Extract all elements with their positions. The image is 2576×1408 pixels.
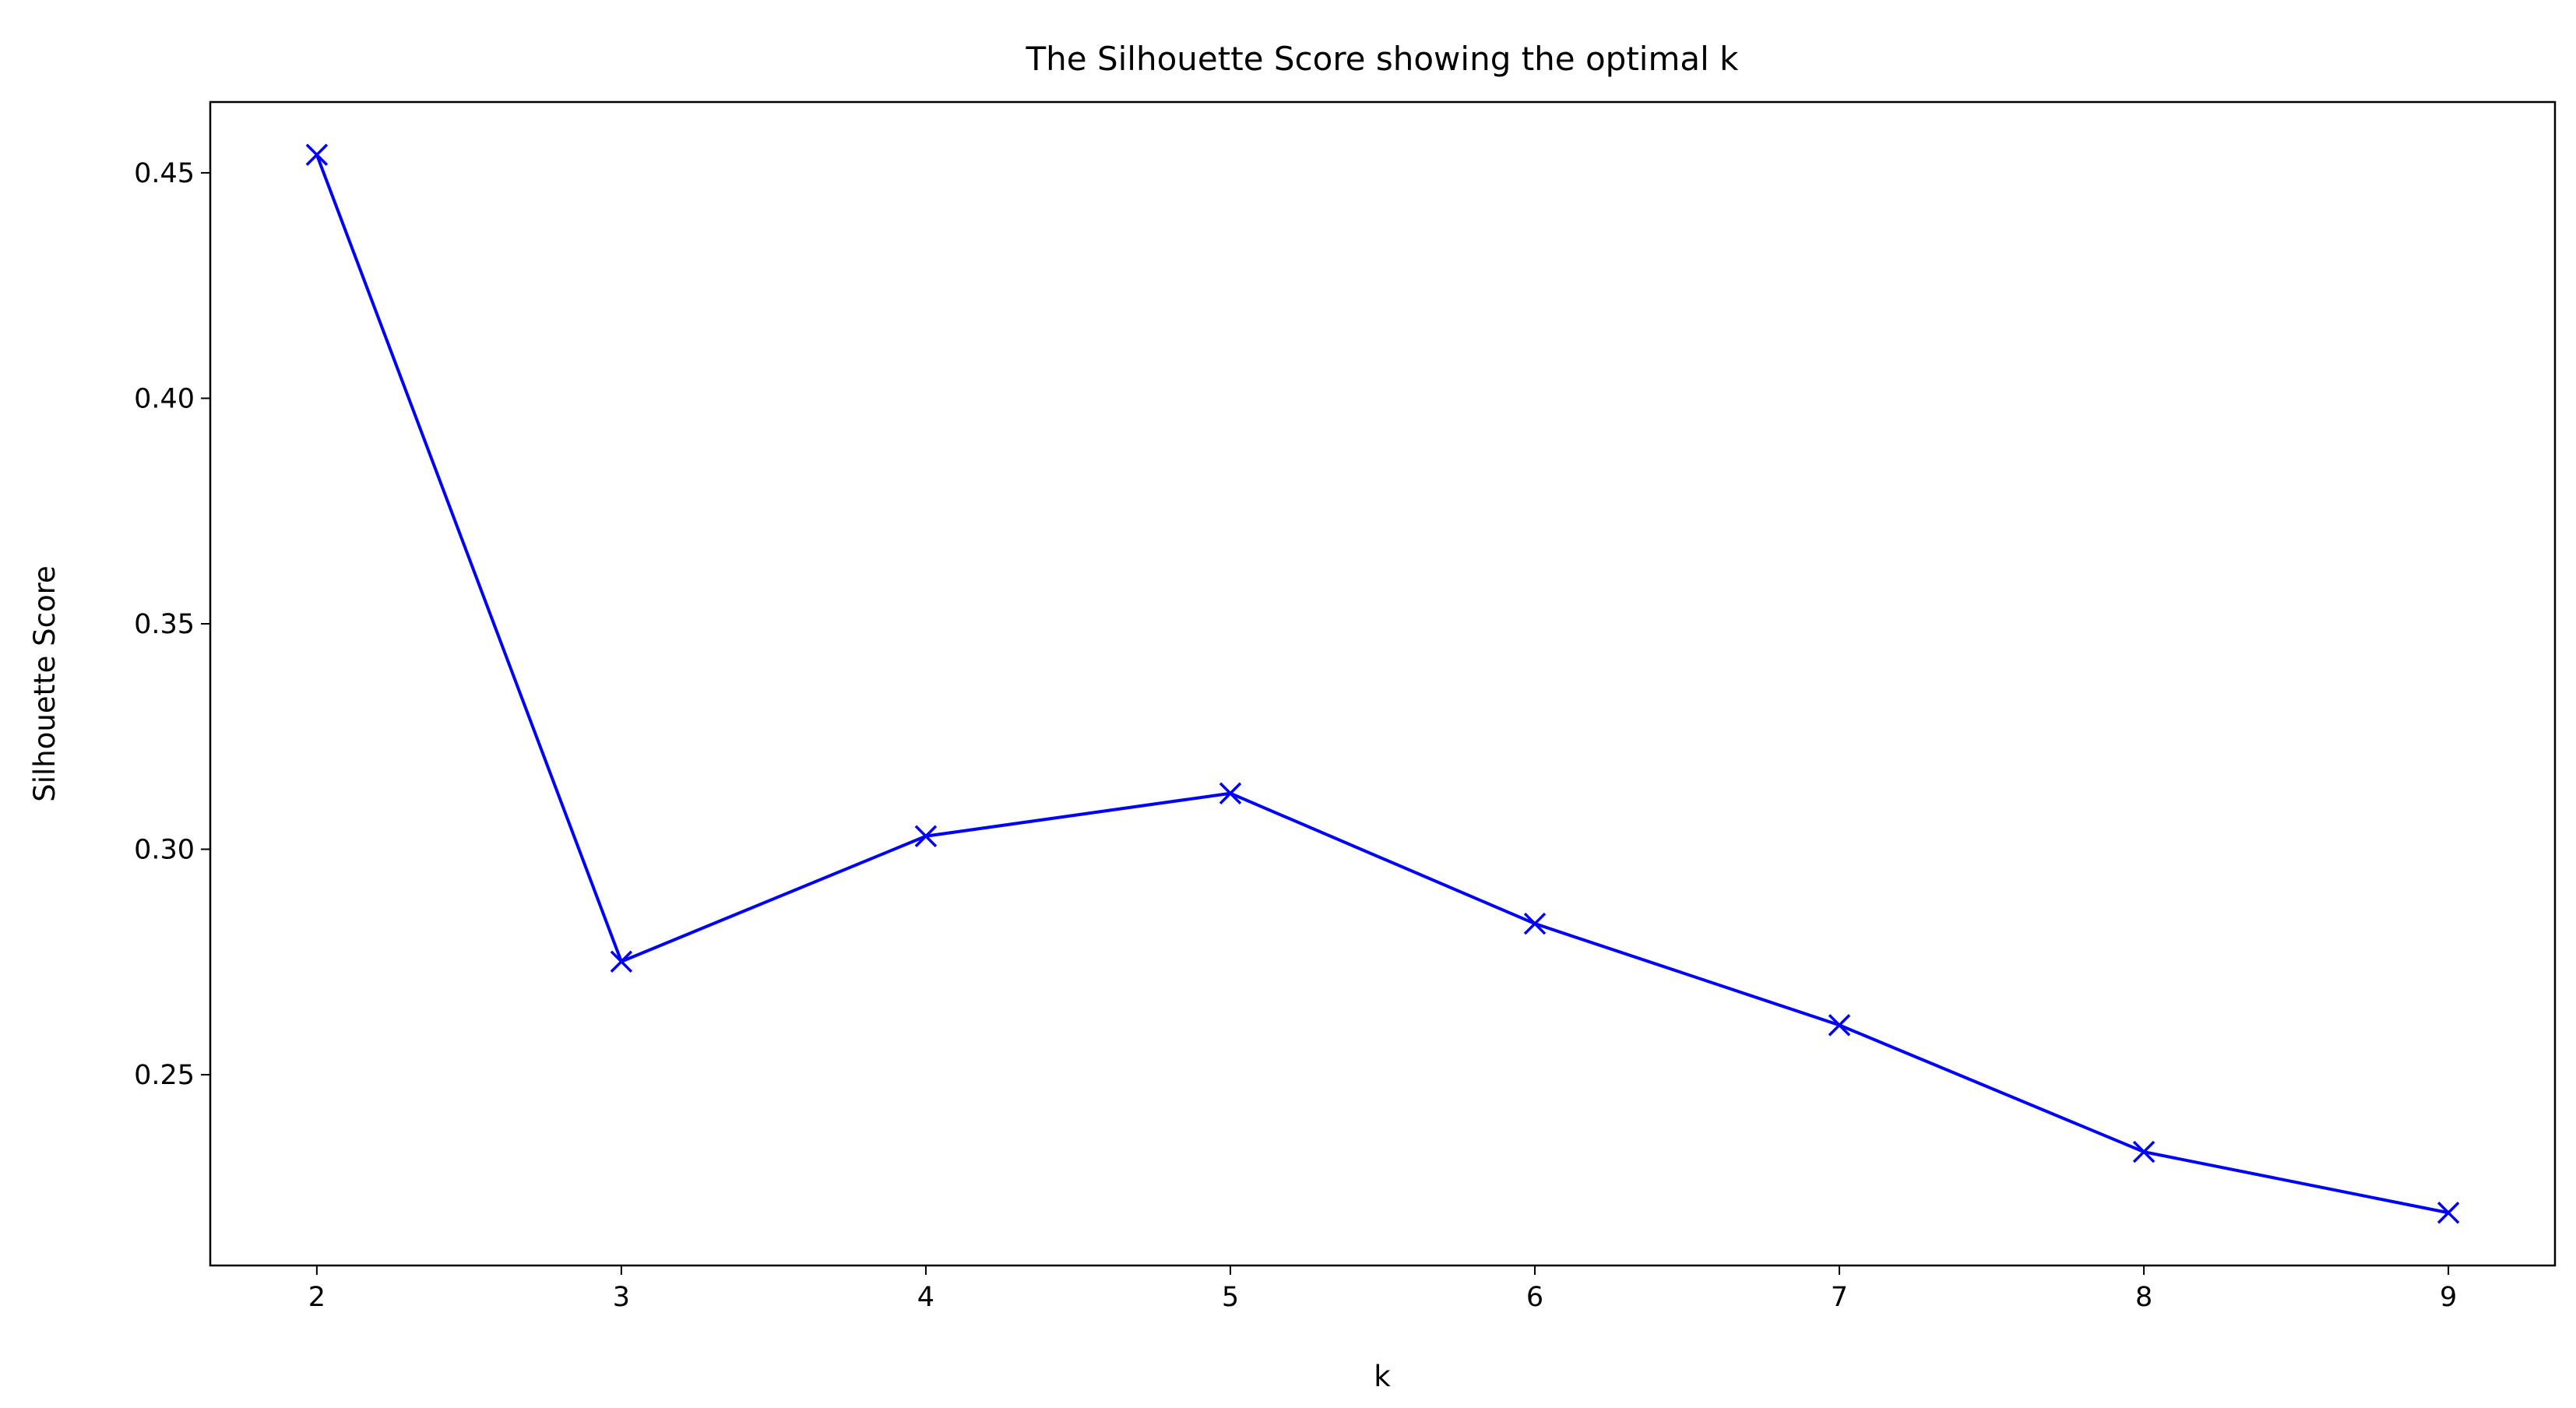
x-tick-label: 6 (1526, 1282, 1543, 1313)
x-tick-label: 4 (917, 1282, 934, 1313)
x-tick-label: 5 (1222, 1282, 1239, 1313)
chart-title: The Silhouette Score showing the optimal… (1026, 40, 1740, 78)
x-tick-label: 9 (2440, 1282, 2457, 1313)
line-series (315, 154, 2449, 1215)
marker (1523, 912, 1547, 935)
marker (1219, 782, 1242, 804)
y-tick-label: 0.25 (134, 1060, 195, 1091)
marker (2437, 1202, 2460, 1224)
axes-frame (209, 100, 2557, 1267)
y-axis-label: Silhouette Score (28, 565, 62, 802)
x-tick-label: 2 (308, 1282, 326, 1313)
marker (610, 950, 633, 973)
y-tick-label: 0.30 (134, 835, 195, 866)
y-tick-label: 0.35 (134, 609, 195, 640)
marker (1828, 1014, 1851, 1037)
x-tick-label: 8 (2135, 1282, 2152, 1313)
marker (914, 825, 938, 847)
y-tick-label: 0.40 (134, 383, 195, 414)
y-tick-label: 0.45 (134, 158, 195, 189)
x-tick-label: 3 (613, 1282, 630, 1313)
marker (305, 143, 329, 166)
x-tick-label: 7 (1831, 1282, 1848, 1313)
x-axis-label: k (1374, 1360, 1391, 1393)
marker (2132, 1140, 2155, 1163)
